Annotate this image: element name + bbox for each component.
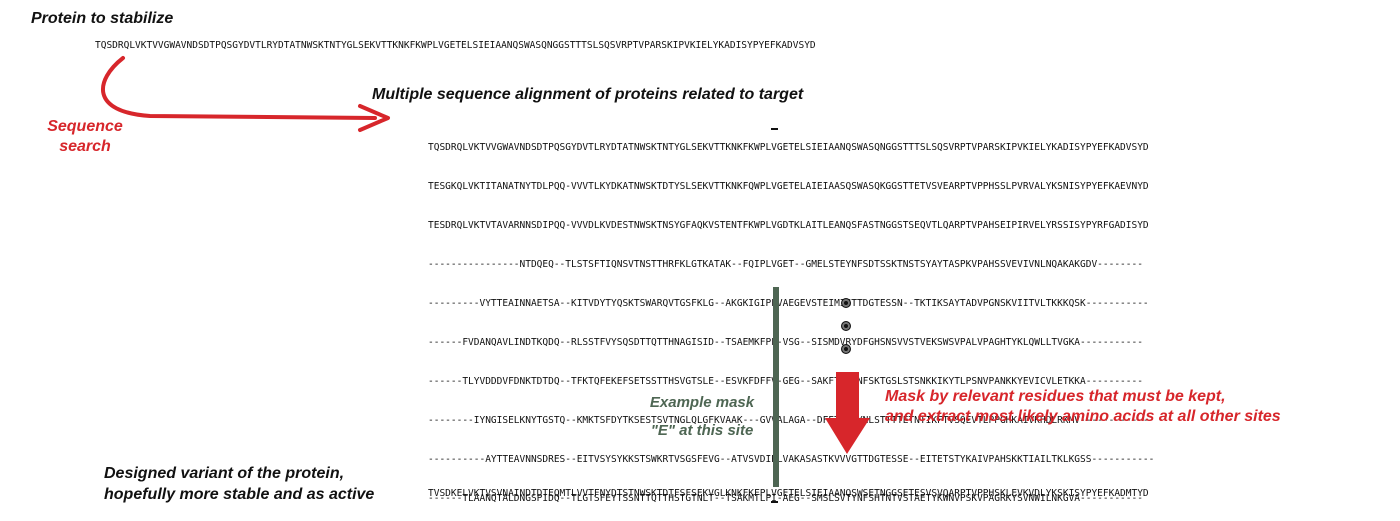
protein-sequence: TQSDRQLVKTVVGWAVNDSDTPQSGYDVTLRYDTATNWSK… — [95, 40, 816, 51]
msa-row: TQSDRQLVKTVVGWAVNDSDTPQSGYDVTLRYDTATNWSK… — [428, 142, 1149, 153]
mask-label: Example mask "E" at this site — [637, 389, 767, 445]
mask-action-text: Mask by relevant residues that must be k… — [885, 387, 1281, 427]
protein-heading: Protein to stabilize — [31, 10, 174, 27]
mask-label-line2: "E" at this site — [650, 422, 754, 439]
ellipsis-dot-icon — [841, 321, 851, 331]
msa-row: ---------VYTTEAINNAETSA--KITVDYTYQSKTSWA… — [428, 298, 1149, 309]
mask-site-underline — [771, 128, 778, 130]
designed-heading-line2: hopefully more stable and as active — [104, 486, 375, 503]
msa-row: ----------------NTDQEQ--TLSTSFTIQNSVTNST… — [428, 259, 1143, 270]
designed-sequence: TVSDKELVKTVSVNAINDTDTEQMTLVVTFNYDTSTNWSK… — [428, 488, 1149, 499]
mask-action-line1: Mask by relevant residues that must be k… — [885, 388, 1226, 405]
msa-row: --------IYNGISELKNYTGSTQ--KMKTSFDYTKSEST… — [428, 415, 1149, 426]
msa-row: ----------AYTTEAVNNSDRES--EITVSYSYKKSTSW… — [428, 454, 1155, 465]
msa-row: ------TLYVDDDVFDNKTDTDQ--TFKTQFEKEFSETSS… — [428, 376, 1143, 387]
msa-row: TESGKQLVKTITANATNYTDLPQQ-VVVTLKYDKATNWSK… — [428, 181, 1149, 192]
msa-row: TESDRQLVKTVTAVARNNSDIPQQ-VVVDLKVDESTNWSK… — [428, 220, 1149, 231]
msa-heading: Multiple sequence alignment of proteins … — [372, 86, 804, 103]
msa-row: ------TLAANQTALDNGSPIDQ--TLGTSFEYTSSNTTQ… — [428, 493, 1143, 504]
msa-row: ------FVDANQAVLINDTKQDQ--RLSSTFVYSQSDTTQ… — [428, 337, 1143, 348]
mask-label-line1: Example mask — [649, 394, 755, 411]
ellipsis-dot-icon — [841, 298, 851, 308]
ellipsis-dot-icon — [841, 344, 851, 354]
sequence-search-label-line2: search — [59, 138, 111, 155]
designed-site-underline — [771, 501, 778, 503]
sequence-search-label-line1: Sequence — [47, 118, 123, 135]
msa-block: TQSDRQLVKTVVGWAVNDSDTPQSGYDVTLRYDTATNWSK… — [428, 115, 1154, 518]
designed-heading: Designed variant of the protein, hopeful… — [104, 463, 374, 505]
designed-heading-line1: Designed variant of the protein, — [104, 465, 345, 482]
mask-column-bar — [773, 287, 779, 487]
sequence-search-label: Sequence search — [40, 117, 130, 157]
mask-action-line2: and extract most likely amino acids at a… — [885, 408, 1281, 425]
